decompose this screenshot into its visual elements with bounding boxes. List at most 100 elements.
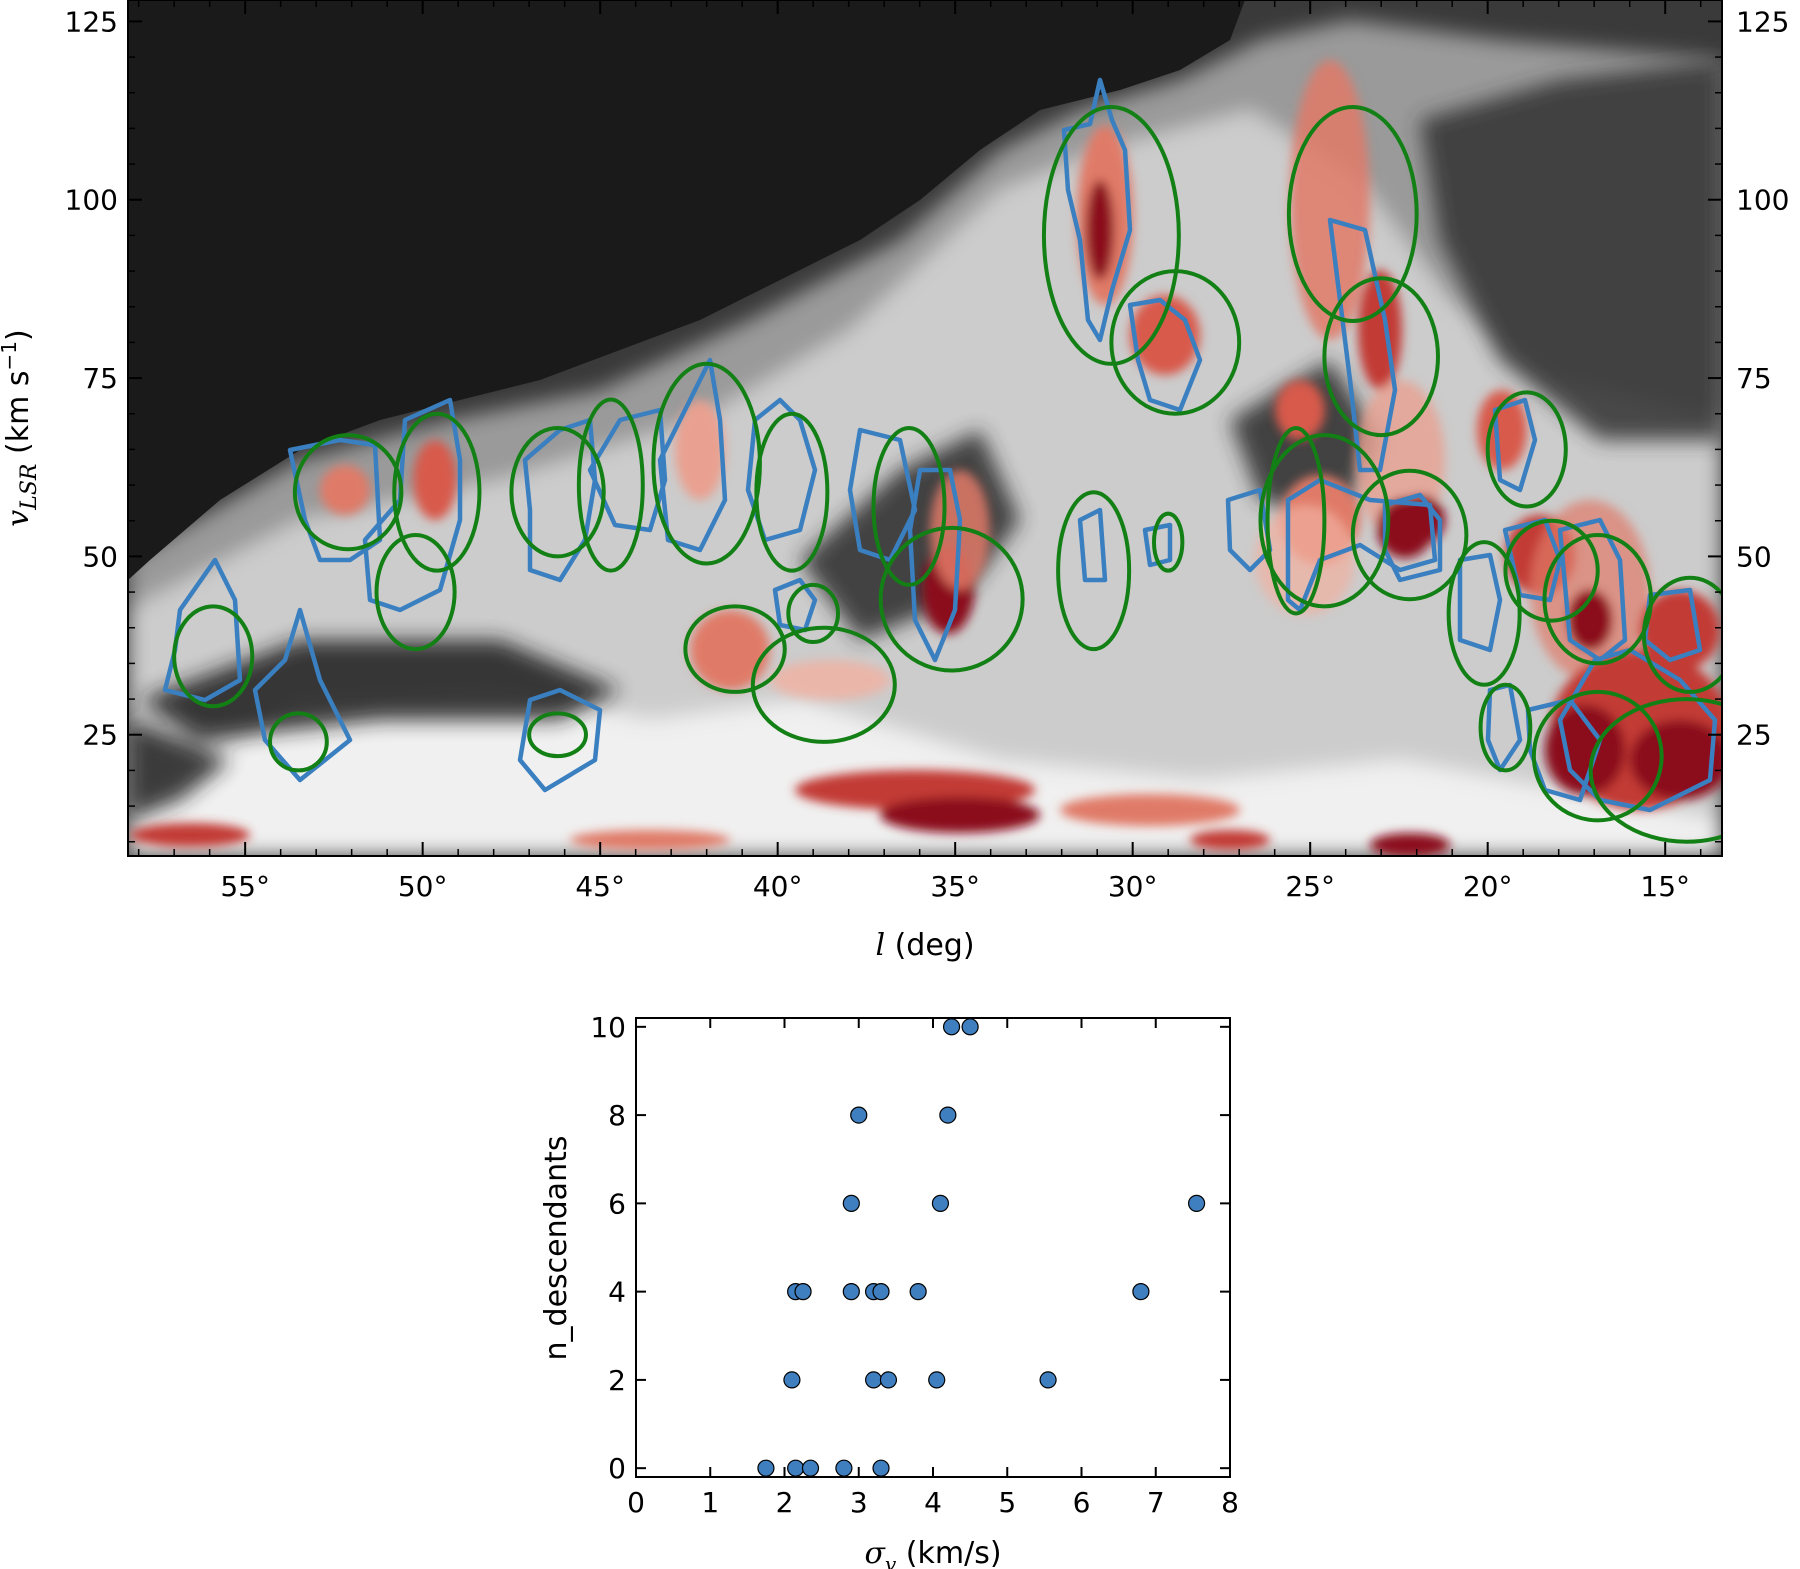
scatter-point xyxy=(909,1283,927,1301)
y-tick-label-right: 100 xyxy=(1736,184,1789,217)
scatter-point xyxy=(794,1283,812,1301)
x-tick-label: 30° xyxy=(1108,870,1158,903)
scatter-x-tick-label: 7 xyxy=(1147,1486,1165,1519)
y-tick-label-right: 50 xyxy=(1736,540,1772,573)
x-tick-label: 45° xyxy=(575,870,625,903)
scatter-plot-frame xyxy=(635,1017,1231,1478)
scatter-point xyxy=(879,1371,898,1389)
scatter-point xyxy=(842,1283,860,1301)
cloud-ellipse xyxy=(392,411,482,573)
x-tick-label: 35° xyxy=(930,870,980,903)
x-tick-label: 40° xyxy=(753,870,803,903)
scatter-point xyxy=(864,1371,883,1389)
x-tick-label: 15° xyxy=(1640,870,1690,903)
scatter-panel: 0 1 2 3 4 5 6 7 8 0 2 4 6 8 10 σv (km/s) n_descendant… xyxy=(539,1011,1239,1569)
scatter-point xyxy=(850,1106,868,1124)
scatter-y-ticks: 0 2 4 6 8 10 xyxy=(590,1011,1230,1485)
scatter-point xyxy=(942,1018,961,1036)
pv-image-layer xyxy=(128,0,1722,856)
cloud-ellipse xyxy=(1109,269,1242,416)
scatter-point xyxy=(801,1459,820,1477)
cloud-ellipse xyxy=(754,411,830,573)
cloud-ellipse xyxy=(1258,433,1391,609)
scatter-point xyxy=(931,1194,950,1212)
scatter-point xyxy=(1187,1194,1206,1212)
pv-x-axis-label: l (deg) xyxy=(875,928,974,963)
cloud-ellipse xyxy=(172,604,255,709)
scatter-x-tick-label: 5 xyxy=(998,1486,1016,1519)
cloud-ellipse xyxy=(1151,511,1185,573)
cloud-ellipse xyxy=(1503,518,1600,623)
scatter-point xyxy=(961,1018,979,1036)
cloud-ellipse xyxy=(1531,689,1664,823)
cloud-ellipse xyxy=(292,433,404,552)
scatter-x-tick-label: 3 xyxy=(850,1486,868,1519)
scatter-x-tick-label: 0 xyxy=(627,1486,645,1519)
cloud-ellipse xyxy=(1350,468,1469,602)
cloud-ellipse xyxy=(527,711,588,759)
cloud-ellipse xyxy=(509,426,606,559)
scatter-y-tick-label: 8 xyxy=(608,1099,626,1132)
cloud-ellipse xyxy=(683,604,787,694)
pv-x-ticks: 55° 50° 45° 40° 35° 30° 25° 20° 15° xyxy=(137,0,1702,903)
cloud-ellipse xyxy=(268,711,329,773)
scatter-point xyxy=(787,1459,805,1477)
y-tick-label-right: 25 xyxy=(1736,719,1772,752)
cloud-ellipse xyxy=(750,625,897,744)
y-tick-label: 75 xyxy=(82,362,118,395)
scatter-y-tick-label: 6 xyxy=(608,1187,626,1220)
cloud-ellipse xyxy=(878,525,1025,673)
y-tick-label: 125 xyxy=(65,5,118,38)
scatter-point xyxy=(1039,1371,1057,1389)
scatter-x-tick-label: 8 xyxy=(1221,1486,1239,1519)
scatter-y-tick-label: 0 xyxy=(608,1452,626,1485)
cloud-ellipse xyxy=(1446,540,1522,687)
pv-plot-frame xyxy=(127,0,1723,857)
cloud-ellipse xyxy=(1322,276,1440,438)
cloud-ellipse xyxy=(1041,105,1181,366)
scatter-x-tick-label: 1 xyxy=(701,1486,719,1519)
y-tick-label: 50 xyxy=(82,540,118,573)
cloud-ellipse xyxy=(1542,533,1653,666)
scatter-point xyxy=(939,1106,957,1124)
scatter-y-tick-label: 10 xyxy=(590,1011,626,1044)
scatter-points xyxy=(757,1018,1206,1477)
x-tick-label: 55° xyxy=(220,870,270,903)
pv-empty-region xyxy=(128,0,1245,580)
cloud-ellipse xyxy=(786,582,841,645)
cloud-ellipse xyxy=(1265,426,1327,616)
scatter-point xyxy=(842,1194,860,1212)
scatter-y-axis-label: n_descendants xyxy=(539,1136,574,1361)
scatter-x-ticks: 0 1 2 3 4 5 6 7 8 xyxy=(627,1018,1239,1519)
y-tick-label-right: 125 xyxy=(1736,5,1789,38)
cloud-ellipse xyxy=(1485,390,1568,509)
x-tick-label: 50° xyxy=(398,870,448,903)
x-tick-label: 20° xyxy=(1463,870,1513,903)
scatter-point xyxy=(1132,1283,1150,1301)
scatter-point xyxy=(872,1283,890,1301)
pv-contours xyxy=(162,77,1718,813)
scatter-x-axis-label: σv (km/s) xyxy=(864,1536,1001,1569)
y-tick-label: 100 xyxy=(65,184,118,217)
pv-diagram-panel: 55° 50° 45° 40° 35° 30° 25° 20° 15° 25 25 50 50 75 75… xyxy=(0,0,1789,963)
pv-y-ticks: 25 25 50 50 75 75 100 100 125 125 xyxy=(65,5,1789,843)
scatter-y-tick-label: 2 xyxy=(608,1364,626,1397)
pv-y-axis-label: vLSR (km s−1) xyxy=(0,329,42,526)
cloud-ellipse xyxy=(1641,575,1722,694)
scatter-point xyxy=(872,1459,890,1477)
scatter-x-tick-label: 6 xyxy=(1073,1486,1091,1519)
cloud-ellipse xyxy=(1286,105,1419,323)
scatter-y-tick-label: 4 xyxy=(608,1276,626,1309)
y-tick-label-right: 75 xyxy=(1736,362,1772,395)
scatter-point xyxy=(783,1371,801,1389)
cloud-ellipse xyxy=(1588,697,1722,844)
cloud-ellipse xyxy=(871,426,947,587)
scatter-point xyxy=(757,1459,775,1477)
scatter-x-tick-label: 2 xyxy=(776,1486,794,1519)
scatter-x-tick-label: 4 xyxy=(924,1486,942,1519)
scatter-point xyxy=(835,1459,853,1477)
scatter-point xyxy=(928,1371,946,1389)
cloud-ellipse xyxy=(1056,490,1132,652)
cloud-ellipse xyxy=(374,533,457,652)
